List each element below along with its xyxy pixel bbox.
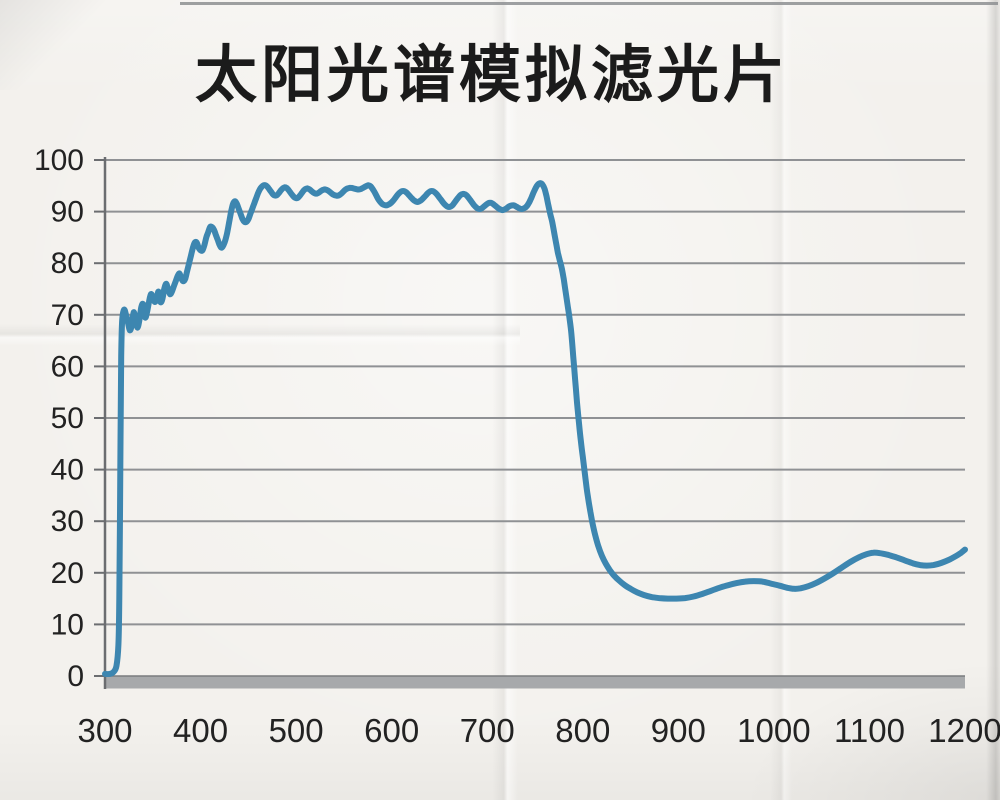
paper-right-edge-shadow bbox=[986, 0, 1000, 800]
x-tick-label: 500 bbox=[269, 712, 324, 749]
transmission-curve bbox=[102, 180, 968, 678]
x-tick-label: 1000 bbox=[737, 712, 810, 749]
y-tick-label: 70 bbox=[51, 299, 84, 332]
baseline-bar bbox=[104, 675, 965, 689]
chart-title: 太阳光谱模拟滤光片 bbox=[194, 42, 789, 110]
y-tick-label: 60 bbox=[51, 350, 84, 383]
x-tick-label: 800 bbox=[555, 712, 610, 749]
page-top-border-line bbox=[180, 2, 998, 5]
x-tick-label: 300 bbox=[77, 712, 132, 749]
y-tick-label: 90 bbox=[51, 196, 84, 229]
paper-corner-fold bbox=[0, 0, 110, 90]
y-tick-label: 30 bbox=[51, 505, 84, 538]
paper-crease-vertical-1 bbox=[492, 0, 518, 800]
x-tick-label: 700 bbox=[460, 712, 515, 749]
paper-crease-vertical-2 bbox=[770, 0, 792, 800]
y-tick-label: 100 bbox=[34, 144, 84, 177]
x-tick-label: 900 bbox=[651, 712, 706, 749]
y-tick-label: 10 bbox=[51, 608, 84, 641]
y-tick-label: 20 bbox=[51, 557, 84, 590]
y-tick-label: 40 bbox=[51, 454, 84, 487]
x-tick-label: 1200 bbox=[928, 712, 1000, 749]
y-tick-label: 0 bbox=[67, 660, 84, 693]
x-tick-label: 400 bbox=[173, 712, 228, 749]
y-tick-label: 50 bbox=[51, 402, 84, 435]
x-tick-label: 600 bbox=[364, 712, 419, 749]
x-tick-label: 1100 bbox=[834, 712, 905, 749]
y-tick-label: 80 bbox=[51, 247, 84, 280]
